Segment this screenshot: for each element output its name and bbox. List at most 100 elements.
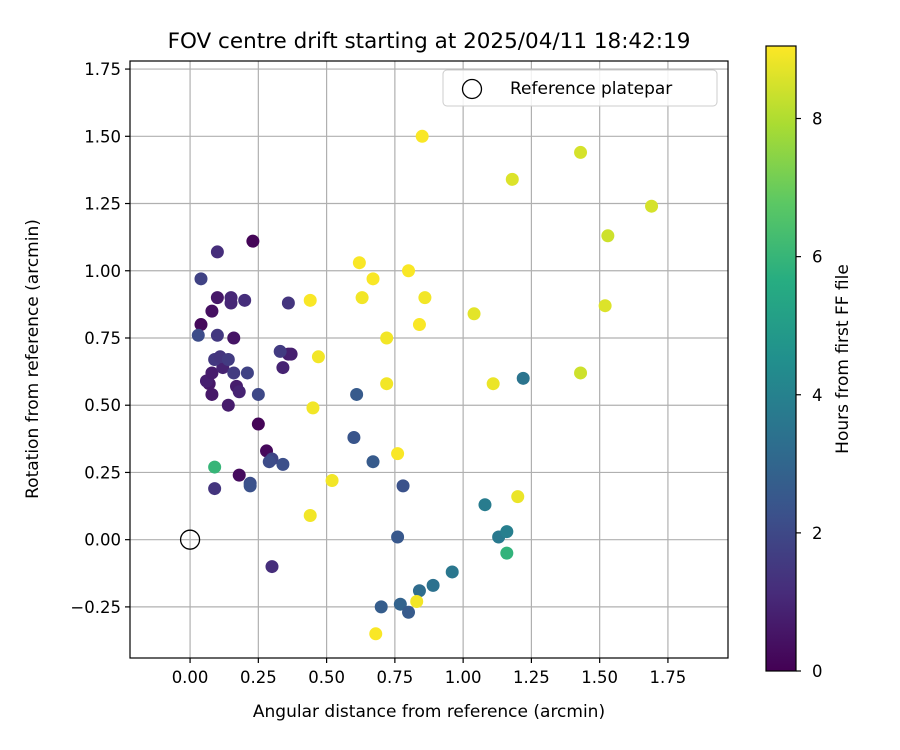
colorbar-tick-label: 0 <box>812 662 823 681</box>
data-point <box>205 304 219 318</box>
x-axis-label: Angular distance from reference (arcmin) <box>253 702 605 722</box>
y-tick-label: 0.75 <box>84 329 121 348</box>
colorbar-tick-label: 4 <box>812 386 823 405</box>
y-tick-label: 0.50 <box>84 396 121 415</box>
data-point <box>418 291 432 305</box>
data-point <box>210 245 224 259</box>
data-point <box>210 328 224 342</box>
y-tick-label: 1.50 <box>84 127 121 146</box>
data-point <box>601 229 615 243</box>
data-point <box>366 455 380 469</box>
x-tick-label: 1.75 <box>650 668 687 687</box>
data-point <box>251 387 265 401</box>
y-tick-label: 0.25 <box>84 463 121 482</box>
data-point <box>391 530 405 544</box>
y-tick-label: −0.25 <box>70 598 121 617</box>
data-points <box>179 129 659 641</box>
data-point <box>415 129 429 143</box>
data-point <box>194 272 208 286</box>
data-point <box>221 353 235 366</box>
legend: Reference platepar <box>442 69 718 107</box>
data-point <box>505 172 519 186</box>
data-point <box>227 331 241 345</box>
data-point <box>574 145 588 159</box>
data-point <box>374 600 388 614</box>
y-axis-label: Rotation from reference (arcmin) <box>23 219 43 499</box>
data-point <box>352 256 366 270</box>
x-tick-label: 1.50 <box>581 668 618 687</box>
data-point <box>396 479 410 493</box>
data-point <box>262 455 276 469</box>
colorbar: 0 2 4 6 8 Hours from first FF file <box>765 45 853 681</box>
x-axis-ticks: 0.00 0.25 0.50 0.75 1.00 1.25 1.50 1.75 <box>172 658 687 687</box>
data-point <box>311 350 325 364</box>
legend-label-reference: Reference platepar <box>510 79 672 99</box>
data-point <box>194 318 208 332</box>
data-point <box>246 234 260 248</box>
y-tick-label: 0.00 <box>84 531 121 550</box>
colorbar-tick-label: 8 <box>812 110 823 129</box>
data-point <box>224 291 238 305</box>
data-point <box>281 296 295 310</box>
data-point <box>191 328 205 342</box>
data-point <box>366 272 380 286</box>
data-point <box>273 344 287 358</box>
data-point <box>355 291 369 305</box>
data-point <box>511 490 525 504</box>
data-point <box>500 525 514 539</box>
data-point <box>210 291 224 305</box>
x-tick-label: 0.00 <box>172 668 209 687</box>
data-point <box>306 401 320 415</box>
data-point <box>500 546 514 560</box>
chart-title: FOV centre drift starting at 2025/04/11 … <box>168 29 691 54</box>
data-point <box>380 331 394 345</box>
data-point <box>243 479 257 493</box>
data-point <box>402 264 416 278</box>
data-point <box>402 605 416 619</box>
legend-marker-reference <box>461 78 483 100</box>
data-point <box>393 597 407 611</box>
data-point <box>412 584 426 598</box>
colorbar-label: Hours from first FF file <box>833 264 853 454</box>
data-point <box>276 457 290 471</box>
plot-frame <box>129 60 729 659</box>
data-point <box>276 361 290 375</box>
legend-box <box>442 69 718 107</box>
colorbar-tick-label: 2 <box>812 524 823 543</box>
data-point <box>208 482 222 496</box>
data-point <box>598 299 612 313</box>
data-point <box>391 447 405 461</box>
data-point <box>410 595 424 609</box>
data-point <box>347 430 361 444</box>
data-point <box>232 385 246 399</box>
x-tick-label: 0.25 <box>240 668 277 687</box>
data-point <box>325 474 339 488</box>
data-point <box>205 366 219 380</box>
data-point <box>221 398 235 412</box>
data-point <box>350 387 364 401</box>
reference-marker <box>179 529 201 550</box>
data-point <box>240 366 254 380</box>
x-tick-label: 1.00 <box>445 668 482 687</box>
data-point <box>251 417 265 431</box>
data-point <box>208 460 222 474</box>
colorbar-tick-label: 6 <box>812 248 823 267</box>
data-point <box>369 627 383 641</box>
y-tick-label: 1.25 <box>84 195 121 214</box>
data-point <box>445 565 459 579</box>
y-axis-ticks: −0.25 0.00 0.25 0.50 0.75 1.00 1.25 1.50 1.75 <box>70 60 130 617</box>
data-point <box>232 468 246 482</box>
data-point <box>645 199 659 213</box>
x-tick-label: 0.50 <box>308 668 345 687</box>
data-point <box>478 498 492 512</box>
data-point <box>467 307 481 321</box>
data-point <box>303 293 317 307</box>
data-point <box>265 560 279 574</box>
y-tick-label: 1.00 <box>84 262 121 281</box>
data-point <box>205 387 219 401</box>
data-point <box>227 366 241 380</box>
data-point <box>284 347 298 361</box>
colorbar-gradient <box>765 45 797 672</box>
data-point <box>380 377 394 391</box>
